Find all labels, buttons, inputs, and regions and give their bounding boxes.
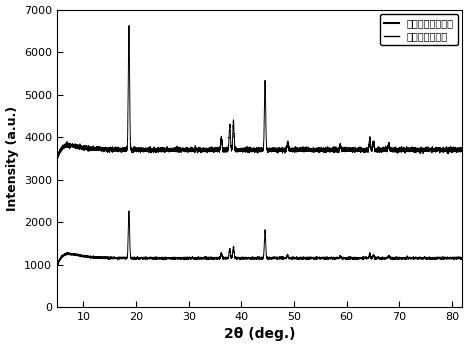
X-axis label: 2θ (deg.): 2θ (deg.) — [224, 328, 295, 341]
多段式烧结掐杂钐 — [126, 24, 132, 28]
多段式烧结掐杂钐 — [460, 146, 465, 151]
一次烧结掐杂钐 — [460, 256, 465, 260]
多段式烧结掐杂钐 — [393, 147, 399, 152]
多段式烧结掐杂钐 — [55, 156, 60, 160]
一次烧结掐杂钐 — [316, 256, 322, 260]
多段式烧结掐杂钐 — [147, 146, 153, 151]
Y-axis label: Intensity (a.u.): Intensity (a.u.) — [6, 106, 19, 211]
多段式烧结掐杂钐 — [316, 149, 322, 153]
一次烧结掐杂钐 — [393, 256, 399, 261]
Legend: 多段式烧结掐杂钐, 一次烧结掐杂钐: 多段式烧结掐杂钐, 一次烧结掐杂钐 — [380, 15, 458, 45]
一次烧结掐杂钐 — [147, 255, 153, 260]
多段式烧结掐杂钐 — [94, 148, 100, 152]
Line: 一次烧结掐杂钐: 一次烧结掐杂钐 — [57, 211, 462, 267]
多段式烧结掐杂钐 — [54, 156, 60, 160]
一次烧结掐杂钐 — [94, 255, 100, 260]
多段式烧结掐杂钐 — [113, 147, 119, 151]
一次烧结掐杂钐 — [126, 209, 132, 213]
一次烧结掐杂钐 — [113, 255, 119, 260]
Line: 多段式烧结掐杂钐: 多段式烧结掐杂钐 — [57, 26, 462, 158]
一次烧结掐杂钐 — [387, 256, 393, 260]
一次烧结掐杂钐 — [54, 265, 60, 269]
多段式烧结掐杂钐 — [387, 149, 393, 153]
一次烧结掐杂钐 — [54, 263, 60, 268]
